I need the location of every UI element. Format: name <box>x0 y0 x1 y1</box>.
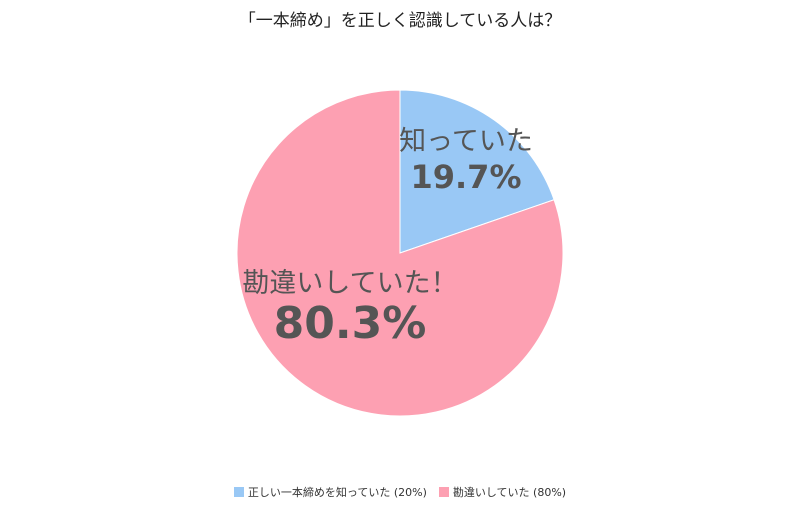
slice-value-mistaken: 80.3% <box>274 298 427 349</box>
pie-slice-known <box>399 89 555 254</box>
legend-swatch-known <box>233 487 244 497</box>
legend-item-known: 正しい一本締めを知っていた (20%) <box>233 484 427 500</box>
legend-label-known: 正しい一本締めを知っていた (20%) <box>247 486 427 499</box>
slice-value-known: 19.7% <box>410 158 521 196</box>
slice-label-mistaken: 勘違いしていた！ <box>242 268 457 299</box>
legend-label-mistaken: 勘違いしていた (80%) <box>452 486 567 499</box>
legend-item-mistaken: 勘違いしていた (80%) <box>438 484 567 500</box>
slice-label-known: 知っていた <box>399 126 533 157</box>
pie-slice-mistaken <box>236 89 564 417</box>
legend: 正しい一本締めを知っていた (20%) 勘違いしていた (80%) <box>0 484 800 500</box>
legend-swatch-mistaken <box>438 487 449 497</box>
chart-title: 「一本締め」を正しく認識している人は？ <box>238 11 562 31</box>
